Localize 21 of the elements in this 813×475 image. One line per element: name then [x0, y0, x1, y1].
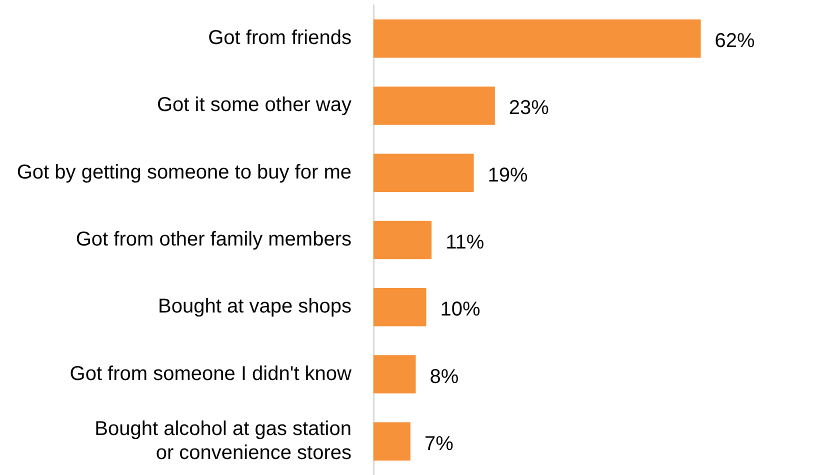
data-label: 11%: [446, 232, 484, 254]
bar: [374, 220, 432, 260]
y-tick-label: Got from other family members: [76, 228, 352, 251]
data-label: 23%: [508, 97, 550, 120]
y-tick-label: Got by getting someone to buy for me: [16, 161, 352, 184]
bar: [374, 19, 701, 58]
bar: [374, 355, 416, 394]
data-label: 10%: [440, 298, 481, 321]
data-label: 8%: [430, 366, 459, 388]
bar: [374, 288, 426, 326]
bar: [374, 86, 495, 125]
data-label: 62%: [714, 30, 756, 52]
bar: [374, 422, 410, 461]
y-tick-label: Bought alcohol at gas station or convenience stores: [94, 418, 352, 464]
y-tick-label: Got from someone I didn't know: [70, 362, 352, 385]
data-label: 19%: [488, 164, 528, 186]
data-label: 7%: [424, 432, 454, 455]
y-tick-label: Bought at vape shops: [158, 296, 352, 318]
bar: [374, 154, 474, 192]
y-tick-label: Got it some other way: [156, 94, 352, 116]
y-tick-label: Got from friends: [208, 27, 352, 50]
